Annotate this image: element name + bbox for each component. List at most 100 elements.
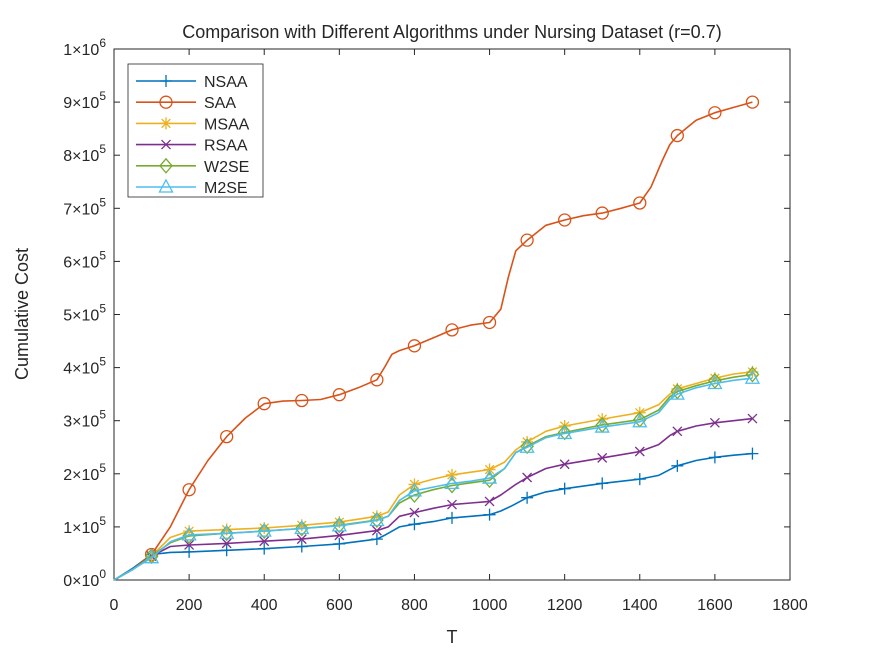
data-point-rsaa: [447, 499, 457, 510]
data-point-saa: [708, 106, 722, 120]
data-point-m2se: [294, 520, 310, 535]
data-point-msaa: [333, 516, 346, 529]
data-point-saa: [407, 339, 422, 353]
data-point-rsaa: [522, 472, 533, 483]
x-tick-label: 1600: [697, 597, 733, 614]
data-point-rsaa: [221, 538, 232, 549]
data-point-msaa: [258, 521, 271, 534]
data-point-saa: [182, 483, 196, 497]
series-line-saa: [113, 101, 753, 581]
data-point-nsaa: [258, 542, 271, 555]
data-point-m2se: [369, 512, 385, 527]
legend-marker: [159, 157, 173, 174]
data-point-nsaa: [708, 451, 721, 464]
legend-label: NSAA: [204, 74, 248, 91]
data-point-rsaa: [409, 507, 420, 518]
legend-marker: [158, 178, 174, 193]
data-point-nsaa: [446, 511, 458, 524]
data-point-m2se: [519, 438, 535, 453]
data-point-saa: [558, 213, 572, 227]
series-line-m2se: [113, 377, 753, 581]
series-nsaa: [113, 447, 759, 581]
data-point-m2se: [219, 524, 235, 539]
data-point-nsaa: [220, 544, 233, 557]
series-m2se: [113, 369, 761, 581]
data-point-nsaa: [633, 473, 646, 486]
legend-marker: [161, 139, 171, 150]
chart-title: Comparison with Different Algorithms und…: [182, 22, 721, 42]
data-point-msaa: [183, 525, 196, 538]
data-point-rsaa: [184, 539, 195, 550]
data-point-m2se: [669, 385, 685, 400]
data-point-nsaa: [333, 537, 346, 550]
data-point-w2se: [219, 525, 234, 542]
legend-label: M2SE: [204, 180, 248, 197]
x-axis-label: T: [447, 627, 458, 647]
legend-marker: [160, 117, 172, 130]
y-tick-label: 2×105: [63, 461, 106, 484]
data-point-saa: [633, 196, 647, 210]
data-point-saa: [332, 388, 346, 402]
data-point-m2se: [744, 369, 761, 384]
data-point-nsaa: [746, 447, 759, 460]
y-tick-label: 5×105: [63, 302, 106, 325]
data-point-rsaa: [597, 452, 608, 463]
y-tick-label: 1×105: [63, 514, 106, 537]
data-point-m2se: [481, 469, 498, 484]
data-point-saa: [370, 373, 384, 387]
data-point-m2se: [707, 375, 723, 390]
legend-item-w2se: W2SE: [136, 157, 249, 176]
data-point-nsaa: [183, 545, 196, 558]
data-point-nsaa: [408, 518, 421, 531]
data-point-rsaa: [634, 446, 645, 457]
data-point-w2se: [182, 527, 196, 544]
data-point-saa: [257, 397, 271, 411]
data-point-msaa: [708, 372, 721, 385]
legend-box: [127, 63, 264, 198]
data-point-saa: [745, 95, 760, 109]
legend-marker: [160, 75, 172, 87]
legend-label: SAA: [204, 95, 236, 112]
legend-item-rsaa: RSAA: [136, 138, 248, 155]
legend-label: RSAA: [204, 138, 248, 155]
data-point-msaa: [370, 510, 383, 523]
data-point-m2se: [331, 517, 347, 532]
x-tick-label: 400: [251, 597, 278, 614]
x-tick-label: 200: [176, 597, 203, 614]
series-layer: [113, 95, 761, 581]
x-tick-label: 600: [326, 597, 353, 614]
legend-marker: [159, 95, 173, 109]
data-point-saa: [670, 128, 684, 143]
data-point-m2se: [256, 522, 272, 537]
data-point-nsaa: [558, 482, 571, 495]
data-point-w2se: [520, 438, 534, 455]
data-point-w2se: [557, 424, 572, 441]
data-point-rsaa: [559, 459, 570, 470]
x-tick-label: 1000: [472, 597, 508, 614]
data-point-m2se: [632, 413, 648, 428]
data-point-msaa: [521, 435, 534, 448]
data-point-nsaa: [370, 533, 383, 546]
data-point-rsaa: [296, 534, 307, 545]
data-point-m2se: [444, 474, 460, 490]
x-tick-label: 1200: [547, 597, 583, 614]
data-point-msaa: [295, 519, 308, 532]
y-tick-label: 7×105: [63, 195, 106, 218]
data-point-saa: [445, 323, 459, 337]
data-point-saa: [295, 393, 309, 408]
legend-item-nsaa: NSAA: [136, 74, 248, 91]
legend-item-m2se: M2SE: [136, 178, 248, 197]
data-point-saa: [482, 315, 497, 330]
data-point-rsaa: [709, 417, 720, 428]
data-point-rsaa: [484, 496, 495, 507]
data-point-w2se: [332, 517, 347, 534]
y-tick-label: 9×105: [63, 89, 106, 112]
y-tick-label: 0×100: [63, 567, 106, 590]
data-point-saa: [595, 206, 609, 220]
legend-item-msaa: MSAA: [136, 116, 250, 133]
y-axis: 0×100 1×105 2×105 3×105 4×105 5×105 6×105 7×105…: [63, 36, 790, 590]
legend-label: W2SE: [204, 159, 249, 176]
legend-label: MSAA: [204, 116, 250, 133]
data-point-m2se: [143, 549, 160, 564]
